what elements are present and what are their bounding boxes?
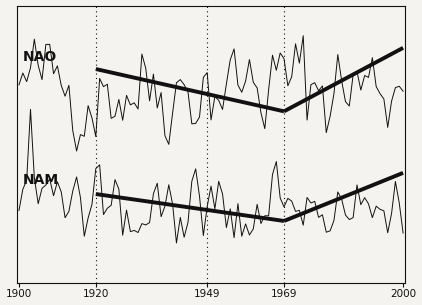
Text: NAM: NAM	[23, 173, 59, 187]
Text: NAO: NAO	[23, 50, 57, 64]
